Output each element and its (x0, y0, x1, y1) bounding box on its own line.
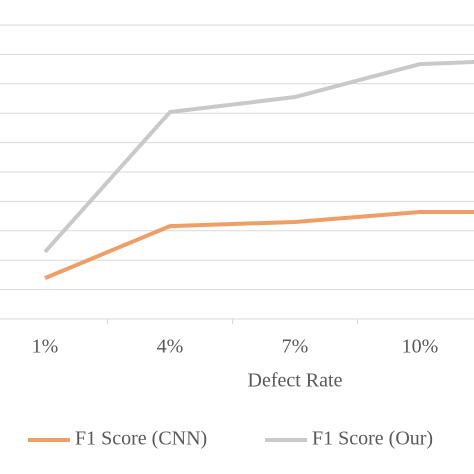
x-tick-label: 10% (402, 336, 439, 358)
x-tick-label: 1% (32, 336, 59, 358)
series-line (43, 59, 474, 254)
x-axis-label: Defect Rate (248, 370, 343, 392)
x-tick-label: 4% (157, 336, 184, 358)
series-line (44, 209, 474, 280)
x-tick-label: 7% (282, 336, 309, 358)
legend-label: F1 Score (Our) (312, 428, 433, 450)
legend-label: F1 Score (CNN) (75, 428, 207, 450)
